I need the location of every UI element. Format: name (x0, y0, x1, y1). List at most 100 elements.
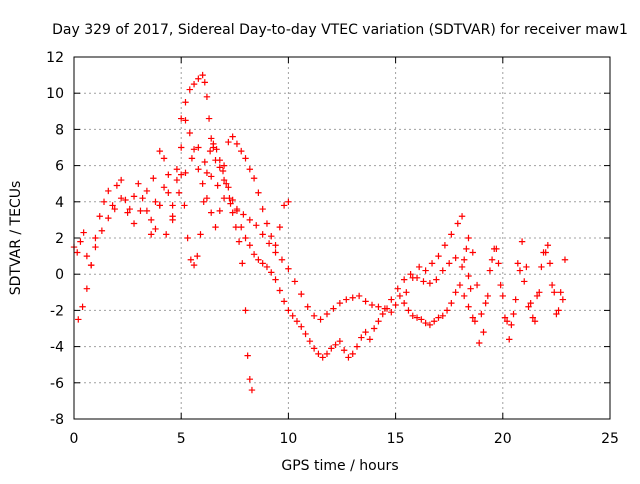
data-point (497, 281, 504, 289)
data-point (388, 296, 395, 303)
data-point (105, 187, 112, 195)
data-point (531, 318, 539, 325)
data-point (162, 231, 170, 238)
data-point (482, 299, 489, 307)
data-point (291, 278, 299, 285)
x-tick-label: 10 (279, 431, 297, 447)
data-point (212, 223, 219, 231)
data-point (448, 299, 455, 307)
data-point (488, 256, 496, 263)
data-point (533, 292, 541, 300)
data-point (126, 205, 133, 213)
data-point (285, 265, 292, 272)
data-point (194, 252, 201, 260)
data-point (379, 310, 386, 318)
data-point (173, 166, 181, 173)
data-point (461, 256, 468, 263)
data-point (422, 267, 429, 274)
data-point (182, 117, 189, 124)
data-point (242, 234, 249, 242)
data-point (259, 205, 266, 213)
data-point (233, 140, 241, 148)
data-point (147, 231, 155, 238)
data-point (96, 213, 103, 220)
axis-ticks: 0 5 10 15 20 25 -8 -6 -4 -2 0 2 4 6 8 10 12 (46, 50, 619, 447)
data-point (156, 147, 163, 155)
data-point (199, 180, 206, 187)
data-point (439, 312, 446, 320)
data-point (553, 310, 560, 318)
data-point (79, 303, 86, 310)
x-tick-label: 25 (601, 431, 619, 447)
data-point (448, 231, 455, 238)
data-point (147, 216, 155, 224)
data-point (92, 243, 99, 251)
data-point (208, 135, 215, 142)
data-point (203, 169, 211, 177)
data-point (178, 144, 185, 151)
data-point (219, 167, 227, 175)
data-point (265, 240, 273, 247)
data-point (152, 225, 159, 233)
data-point (469, 314, 476, 321)
data-point (478, 310, 485, 318)
data-point (289, 312, 296, 320)
data-point (250, 175, 258, 182)
data-point (259, 260, 266, 267)
data-point (216, 156, 223, 164)
data-point (111, 205, 118, 213)
data-point (253, 222, 260, 229)
data-point (87, 261, 95, 269)
data-point (508, 321, 515, 329)
data-point (152, 198, 159, 205)
data-point (471, 318, 479, 325)
data-point (375, 303, 382, 310)
data-point (190, 80, 198, 88)
data-point (187, 256, 195, 263)
data-point (559, 296, 567, 303)
data-point (476, 339, 483, 347)
data-point (190, 261, 198, 269)
data-point (83, 285, 91, 292)
data-point (240, 211, 247, 218)
data-point (407, 271, 414, 278)
y-tick-label: -6 (50, 376, 64, 392)
data-point (345, 354, 352, 361)
data-point (336, 337, 344, 345)
data-point (469, 249, 476, 256)
data-point (330, 305, 337, 312)
data-point (188, 155, 196, 162)
data-point (465, 272, 472, 280)
data-point (229, 209, 236, 216)
data-point (165, 171, 172, 178)
data-point (433, 276, 440, 283)
data-point (214, 182, 221, 189)
data-point (263, 220, 271, 227)
data-point (239, 260, 246, 267)
data-point (117, 176, 125, 184)
x-tick-label: 20 (494, 431, 512, 447)
data-point (255, 189, 262, 196)
data-point (229, 196, 236, 204)
data-point (362, 328, 369, 336)
data-point (122, 196, 129, 204)
data-point (370, 325, 378, 332)
data-point (388, 309, 395, 316)
data-point (538, 263, 545, 271)
data-point (473, 281, 481, 289)
data-point (285, 307, 292, 314)
data-point (208, 173, 215, 180)
data-point (203, 93, 211, 101)
data-point (109, 202, 116, 209)
data-point (298, 290, 305, 298)
data-point (229, 133, 236, 140)
data-point (486, 267, 494, 274)
data-point (403, 289, 410, 296)
data-point (268, 269, 275, 276)
data-point (248, 386, 256, 394)
data-point (362, 298, 369, 305)
data-point (203, 194, 211, 202)
data-point (317, 316, 324, 323)
data-point (220, 176, 228, 184)
